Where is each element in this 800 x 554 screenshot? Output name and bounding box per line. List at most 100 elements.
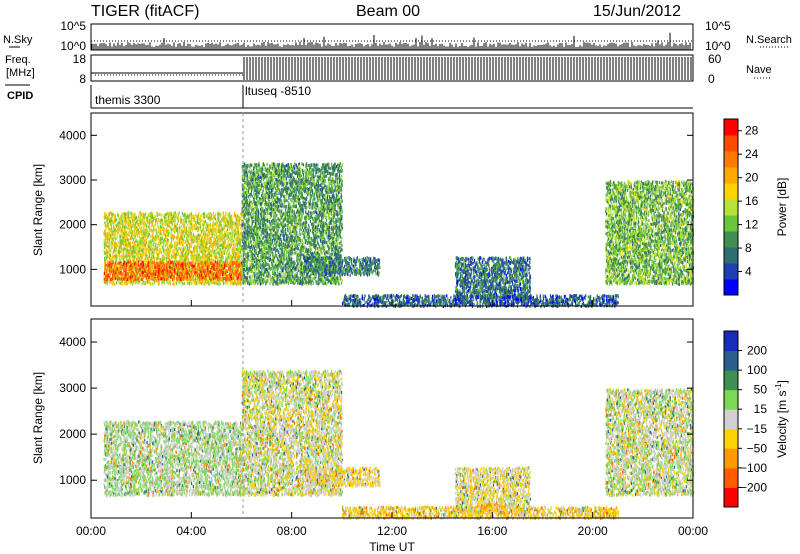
data-cell — [218, 211, 219, 214]
data-cell — [132, 278, 133, 281]
data-cell — [116, 255, 117, 258]
data-cell — [113, 283, 114, 286]
data-cell — [171, 221, 172, 224]
data-cell — [204, 223, 205, 226]
data-cell — [104, 230, 105, 233]
data-cell — [206, 234, 207, 237]
data-cell — [237, 215, 238, 218]
data-cell — [171, 213, 172, 216]
data-cell — [201, 239, 202, 242]
data-cell — [114, 254, 115, 257]
data-cell — [181, 225, 182, 228]
date-title: 15/Jun/2012 — [593, 3, 681, 20]
data-cell — [192, 251, 193, 254]
data-cell — [208, 283, 209, 286]
data-cell — [212, 260, 213, 263]
data-cell — [181, 219, 182, 222]
data-cell — [161, 277, 162, 280]
data-cell — [182, 238, 183, 241]
data-cell — [165, 213, 166, 216]
data-cell — [171, 228, 172, 231]
data-cell — [164, 222, 165, 225]
data-cell — [154, 257, 155, 260]
data-cell — [233, 282, 234, 285]
data-cell — [226, 261, 227, 264]
data-cell — [168, 212, 169, 215]
data-cell — [105, 243, 106, 246]
data-cell — [114, 219, 115, 222]
data-cell — [227, 254, 228, 257]
data-cell — [223, 282, 224, 285]
data-cell — [108, 227, 109, 230]
data-cell — [229, 238, 230, 241]
data-cell — [216, 252, 217, 255]
data-cell — [170, 282, 171, 285]
nsearch-tick-bottom: 10^0 — [705, 39, 731, 53]
data-cell — [116, 230, 117, 233]
data-cell — [170, 249, 171, 252]
data-cell — [191, 256, 192, 259]
freq-label-1: Freq. — [5, 54, 31, 66]
data-cell — [131, 232, 132, 235]
data-cell — [186, 230, 187, 233]
data-cell — [222, 277, 223, 280]
data-cell — [125, 279, 126, 282]
data-cell — [234, 240, 235, 243]
data-cell — [123, 222, 124, 225]
data-cell — [126, 217, 127, 220]
data-cell — [172, 234, 173, 237]
data-cell — [128, 239, 129, 242]
data-cell — [212, 218, 213, 221]
data-cell — [159, 229, 160, 232]
data-cell — [152, 216, 153, 219]
data-cell — [197, 257, 198, 260]
data-cell — [172, 249, 173, 252]
data-cell — [203, 213, 204, 216]
data-cell — [190, 231, 191, 234]
data-cell — [217, 241, 218, 244]
data-cell — [203, 261, 204, 264]
data-cell — [217, 248, 218, 251]
data-cell — [234, 258, 235, 261]
data-cell — [109, 212, 110, 215]
data-cell — [213, 222, 214, 225]
data-cell — [165, 253, 166, 256]
data-cell — [117, 255, 118, 258]
data-cell — [152, 282, 153, 285]
data-cell — [131, 247, 132, 250]
data-cell — [143, 237, 144, 240]
data-cell — [219, 250, 220, 253]
data-cell — [145, 224, 146, 227]
data-cell — [207, 281, 208, 284]
data-cell — [126, 222, 127, 225]
data-cell — [104, 281, 105, 284]
data-cell — [126, 250, 127, 253]
data-cell — [156, 229, 157, 232]
data-cell — [112, 213, 113, 216]
data-cell — [175, 253, 176, 256]
data-cell — [143, 254, 144, 257]
data-cell — [202, 240, 203, 243]
data-cell — [238, 242, 239, 245]
data-cell — [169, 258, 170, 261]
data-cell — [152, 222, 153, 225]
data-cell — [120, 243, 121, 246]
data-cell — [232, 235, 233, 238]
data-cell — [119, 234, 120, 237]
data-cell — [226, 282, 227, 285]
data-cell — [209, 233, 210, 236]
data-cell — [180, 248, 181, 251]
data-cell — [174, 219, 175, 222]
data-cell — [122, 228, 123, 231]
data-cell — [182, 222, 183, 225]
data-cell — [166, 228, 167, 231]
data-cell — [208, 213, 209, 216]
data-cell — [104, 242, 105, 245]
data-cell — [219, 262, 220, 265]
data-cell — [154, 228, 155, 231]
data-cell — [217, 282, 218, 285]
data-cell — [108, 232, 109, 235]
data-cell — [153, 255, 154, 258]
data-cell — [193, 233, 194, 236]
data-cell — [141, 241, 142, 244]
